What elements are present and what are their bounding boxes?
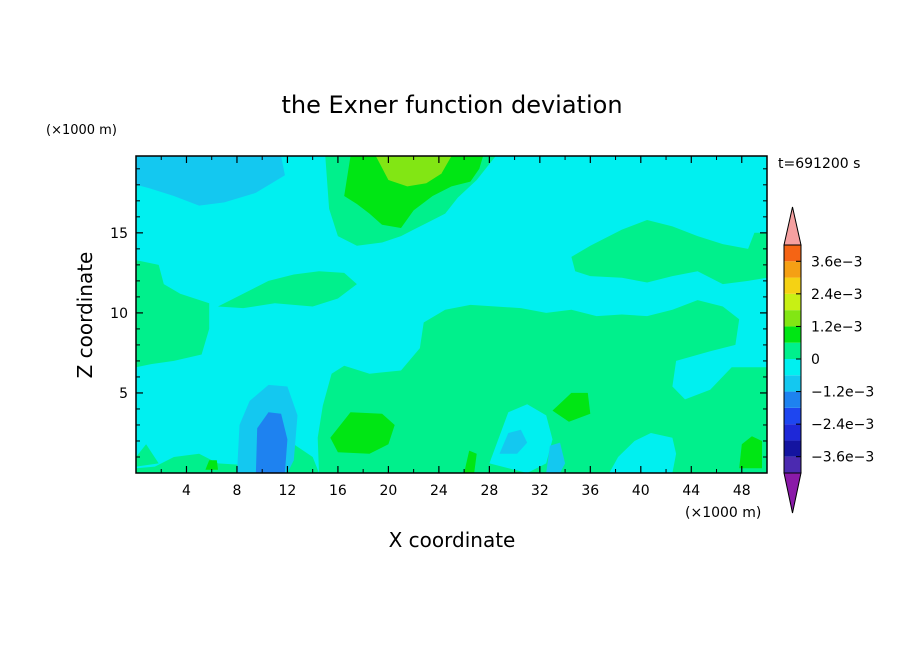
contour-region-1: [317, 300, 767, 473]
x-axis-label: X coordinate: [389, 528, 516, 552]
colorbar-arrow-max: [783, 206, 802, 246]
colorbar-label: −1.2e−3: [811, 385, 874, 401]
colorbar-arrow-min: [783, 472, 802, 514]
x-tick-label: 20: [379, 483, 397, 499]
colorbar-band: [784, 359, 801, 376]
y-tick-label: 5: [119, 386, 128, 402]
contour-region-20: [546, 442, 566, 473]
time-label: t=691200 s: [778, 156, 860, 172]
contour-region-16: [375, 156, 452, 187]
contour-region-4: [136, 260, 210, 368]
x-tick-label: 4: [182, 483, 191, 499]
contour-region-7: [136, 444, 159, 467]
x-tick-label: 28: [480, 483, 498, 499]
x-tick-label: 24: [430, 483, 448, 499]
contour-region-17: [136, 156, 285, 206]
contour-region-15: [205, 460, 218, 470]
colorbar-band: [784, 245, 801, 262]
colorbar-label: 3.6e−3: [811, 254, 863, 270]
colorbar-band: [784, 375, 801, 392]
x-tick-label: 36: [581, 483, 599, 499]
contour-region-11: [330, 412, 395, 454]
chart-title: the Exner function deviation: [281, 91, 622, 119]
x-axis: 4 8 12 16 20 24 28 32 36 40 44 48: [160, 156, 751, 499]
x-tick-label: 12: [279, 483, 297, 499]
contour-region-14: [464, 450, 477, 473]
plot-frame: [135, 155, 768, 474]
colorbar-label: −2.4e−3: [811, 417, 874, 433]
x-tick-label: 16: [329, 483, 347, 499]
colorbar-band: [784, 456, 801, 473]
y-axis: 5 10 15: [110, 168, 767, 458]
colorbar-band: [784, 293, 801, 311]
contour-region-8: [609, 433, 677, 473]
colorbar-band: [784, 391, 801, 408]
y-axis-label: Z coordinate: [73, 252, 97, 379]
colorbar-band: [784, 440, 801, 457]
colorbar-band: [784, 326, 801, 343]
colorbar-label: −3.6e−3: [811, 450, 874, 466]
y-tick-label: 10: [110, 306, 128, 322]
colorbar-band: [784, 277, 801, 294]
colorbar-band: [784, 261, 801, 278]
contour-region-21: [255, 412, 288, 473]
x-tick-label: 44: [682, 483, 700, 499]
contour-region-13: [739, 436, 762, 469]
x-tick-label: 8: [232, 483, 241, 499]
contour-region-10: [344, 156, 484, 228]
x-tick-label: 32: [531, 483, 549, 499]
colorbar: 3.6e−3 2.4e−3 1.2e−3 0 −1.2e−3 −2.4e−3 −3.6e−3: [783, 206, 874, 514]
colorbar-label: 0: [811, 352, 820, 368]
contour-region-3: [571, 220, 767, 285]
colorbar-band: [784, 424, 801, 441]
contour-region-19: [499, 429, 528, 454]
y-tick-label: 15: [110, 226, 128, 242]
x-tick-label: 48: [733, 483, 751, 499]
x-tick-label: 40: [632, 483, 650, 499]
contour-region-5: [218, 271, 357, 309]
plot-area: [136, 156, 767, 473]
colorbar-band: [784, 407, 801, 425]
colorbar-label: 2.4e−3: [811, 287, 863, 303]
contour-region-12: [552, 392, 591, 422]
colorbar-band: [784, 342, 801, 359]
colorbar-band: [784, 310, 801, 327]
colorbar-label: 1.2e−3: [811, 319, 863, 335]
y-unit-label: (×1000 m): [46, 123, 117, 138]
x-unit-label: (×1000 m): [685, 505, 761, 521]
